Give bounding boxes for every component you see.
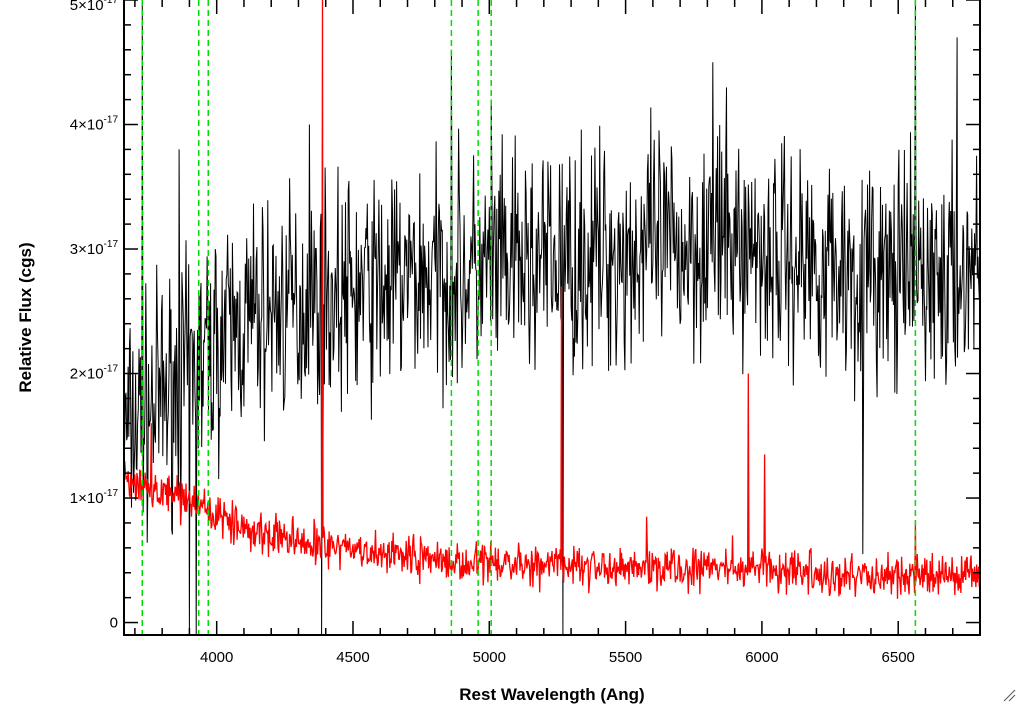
y-axis-title: Relative Flux (cgs) xyxy=(16,242,35,392)
spectrum-series-2 xyxy=(124,0,980,599)
x-axis-title: Rest Wavelength (Ang) xyxy=(459,685,644,704)
x-tick-label: 6000 xyxy=(745,649,778,666)
x-tick-label: 5000 xyxy=(473,649,506,666)
series-layer xyxy=(124,0,980,635)
emission-line-markers xyxy=(141,0,917,635)
y-tick-label: 0 xyxy=(110,615,118,632)
y-tick-label: 4×10-17 xyxy=(70,115,119,134)
x-tick-label: 6500 xyxy=(882,649,915,666)
y-tick-label: 5×10-17 xyxy=(70,0,119,14)
x-tick-label: 4500 xyxy=(336,649,369,666)
x-tick-label: 5500 xyxy=(609,649,642,666)
y-tick-label: 1×10-17 xyxy=(70,488,119,507)
plot-frame xyxy=(123,0,981,636)
x-tick-label: 4000 xyxy=(200,649,233,666)
window-resize-grip-icon[interactable] xyxy=(1002,688,1016,702)
spectrum-series-1 xyxy=(124,0,980,635)
axis-ticks: 4000 4500 5000 5500 6000 6500 0 1×10-17 2×10-17 3… xyxy=(70,0,981,666)
y-tick-label: 3×10-17 xyxy=(70,239,119,258)
y-tick-label: 2×10-17 xyxy=(70,364,119,383)
